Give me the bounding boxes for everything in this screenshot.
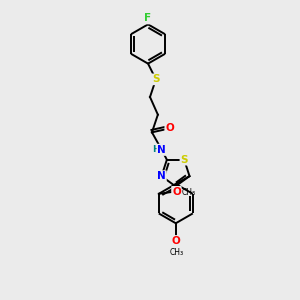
Text: S: S xyxy=(152,74,160,84)
Text: F: F xyxy=(145,14,152,23)
Text: O: O xyxy=(172,187,181,197)
Text: O: O xyxy=(171,236,180,246)
Text: N: N xyxy=(158,145,166,155)
Text: H: H xyxy=(152,145,160,154)
Text: S: S xyxy=(180,155,188,165)
Text: CH₃: CH₃ xyxy=(182,188,196,197)
Text: CH₃: CH₃ xyxy=(170,248,184,257)
Text: O: O xyxy=(165,123,174,134)
Text: N: N xyxy=(157,171,166,181)
